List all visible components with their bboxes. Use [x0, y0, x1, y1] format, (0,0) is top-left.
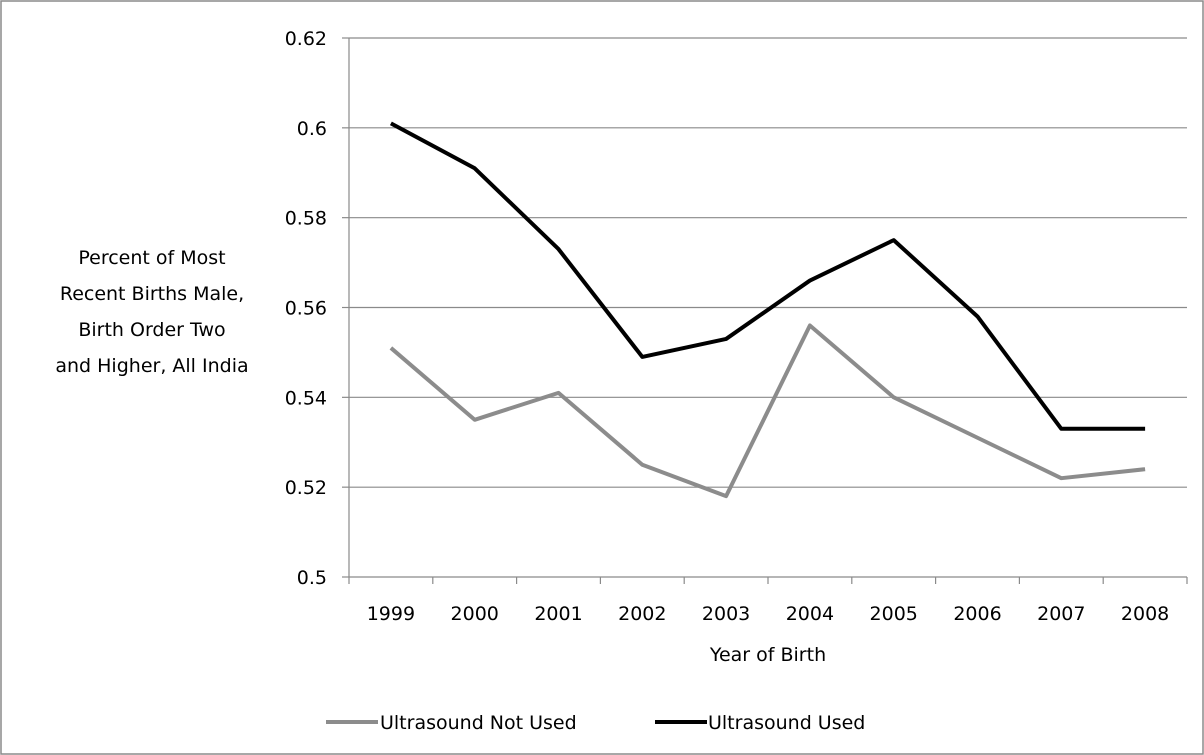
x-tick-label: 2004: [786, 603, 834, 625]
series-line: [389, 121, 1146, 431]
x-axis-title: Year of Birth: [709, 644, 826, 666]
x-tick-label: 1999: [367, 603, 415, 625]
series-lines: [389, 121, 1146, 499]
y-tick-label: 0.56: [285, 298, 327, 320]
y-tick-label: 0.6: [297, 118, 327, 140]
x-tick-label: 2000: [451, 603, 499, 625]
y-tick-labels: 0.5 0.52 0.54 0.56 0.58 0.6 0.62: [285, 28, 327, 589]
axes: [342, 37, 1188, 584]
x-tick-label: 2007: [1037, 603, 1085, 625]
y-axis-title-line: Birth Order Two: [78, 319, 225, 341]
legend: Ultrasound Not Used Ultrasound Used: [326, 712, 865, 734]
y-axis-title-line: Percent of Most: [78, 247, 225, 269]
x-tick-label: 2008: [1121, 603, 1169, 625]
y-axis-title: Percent of Most Recent Births Male, Birth …: [55, 247, 248, 377]
x-tick-label: 2005: [870, 603, 918, 625]
gridlines: [349, 37, 1187, 488]
series-line: [389, 323, 1146, 499]
y-tick-label: 0.5: [297, 567, 327, 589]
y-axis-title-line: Recent Births Male,: [60, 283, 244, 305]
y-tick-label: 0.58: [285, 208, 327, 230]
x-tick-label: 2002: [618, 603, 666, 625]
y-tick-label: 0.52: [285, 477, 327, 499]
x-tick-label: 2006: [953, 603, 1001, 625]
y-tick-label: 0.54: [285, 387, 327, 409]
y-axis-title-line: and Higher, All India: [55, 355, 248, 377]
y-tick-label: 0.62: [285, 28, 327, 50]
legend-label: Ultrasound Used: [708, 712, 865, 734]
legend-label: Ultrasound Not Used: [380, 712, 577, 734]
x-tick-label: 2001: [534, 603, 582, 625]
x-tick-label: 2003: [702, 603, 750, 625]
x-tick-labels: 1999 2000 2001 2002 2003 2004 2005 2006 2007 2008: [367, 603, 1170, 625]
